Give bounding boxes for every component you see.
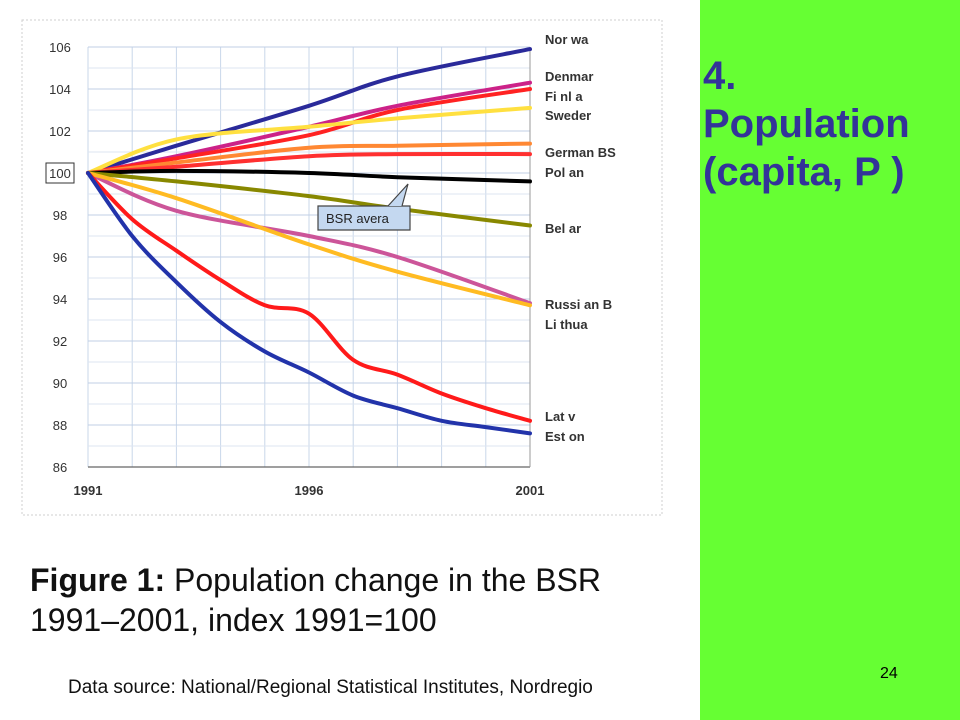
series-line xyxy=(86,87,532,175)
series-line xyxy=(86,47,532,175)
grid xyxy=(87,46,531,468)
x-tick-label: 2001 xyxy=(516,483,545,498)
series-lines xyxy=(86,47,532,436)
data-source: Data source: National/Regional Statistic… xyxy=(68,677,593,698)
series-label: Denmar xyxy=(545,69,593,84)
side-panel xyxy=(700,0,960,720)
series-line xyxy=(86,171,532,308)
slide-title-line1: 4. xyxy=(703,54,737,98)
series-line xyxy=(86,141,532,175)
page-number: 24 xyxy=(880,665,898,682)
slide-title-line3: (capita, P ) xyxy=(703,150,905,194)
slide-title-line2: Population xyxy=(703,102,910,146)
x-tick-label: 1996 xyxy=(295,483,324,498)
y-tick-label: 102 xyxy=(49,124,71,139)
annotation-box xyxy=(317,205,411,231)
series-label: Nor wa xyxy=(545,32,589,47)
series-line xyxy=(86,168,532,184)
caption-label: Figure 1: xyxy=(30,562,166,598)
series-label: Est on xyxy=(545,429,585,444)
series-label: Fi nl a xyxy=(545,89,583,104)
annotation-text: BSR avera xyxy=(326,211,390,226)
y-tick-label: 94 xyxy=(53,292,67,307)
series-label: Sweder xyxy=(545,108,591,123)
annotation-pointer xyxy=(387,183,409,207)
series-label: Bel ar xyxy=(545,221,581,236)
series-label: German BS xyxy=(545,145,616,160)
population-line-chart: 86 88 90 92 94 96 98 100 102 104 106 1991 1996 2001 N… xyxy=(21,19,663,516)
x-tick-label: 1991 xyxy=(74,483,103,498)
y-tick-label: 96 xyxy=(53,250,67,265)
y-tick-label: 100 xyxy=(49,166,71,181)
series-label: Li thua xyxy=(545,317,588,332)
series-label: Lat v xyxy=(545,409,576,424)
axes: 86 88 90 92 94 96 98 100 102 104 106 1991 1996 2001 xyxy=(45,40,545,498)
figure-border xyxy=(21,19,663,516)
figure-area: 86 88 90 92 94 96 98 100 102 104 106 1991 1996 2001 N… xyxy=(21,19,695,698)
series-label: Russi an B xyxy=(545,297,612,312)
y-tick-label: 104 xyxy=(49,82,71,97)
caption-text-line1: Population change in the BSR xyxy=(174,562,601,598)
slide-title: 4. Population (capita, P ) xyxy=(703,52,958,196)
y-tick-label: 88 xyxy=(53,418,67,433)
y-tick-label: 90 xyxy=(53,376,67,391)
y-tick-label: 98 xyxy=(53,208,67,223)
series-line xyxy=(86,171,532,423)
caption-text-line2: 1991–2001, index 1991=100 xyxy=(30,602,437,638)
y-tick-label: 106 xyxy=(49,40,71,55)
series-line xyxy=(86,171,532,436)
series-line xyxy=(86,105,532,175)
figure-caption: Figure 1: Population change in the BSR 1… xyxy=(30,560,695,640)
series-line xyxy=(86,171,532,228)
series-line xyxy=(86,151,532,175)
series-labels: Nor wa Denmar Fi nl a Sweder German BS Pol an… xyxy=(545,32,616,444)
annotation: BSR avera xyxy=(317,183,411,231)
series-label: Pol an xyxy=(545,165,584,180)
series-line xyxy=(86,171,532,306)
y-tick-label: 92 xyxy=(53,334,67,349)
y-tick-label: 86 xyxy=(53,460,67,475)
base-index-box xyxy=(45,162,75,184)
